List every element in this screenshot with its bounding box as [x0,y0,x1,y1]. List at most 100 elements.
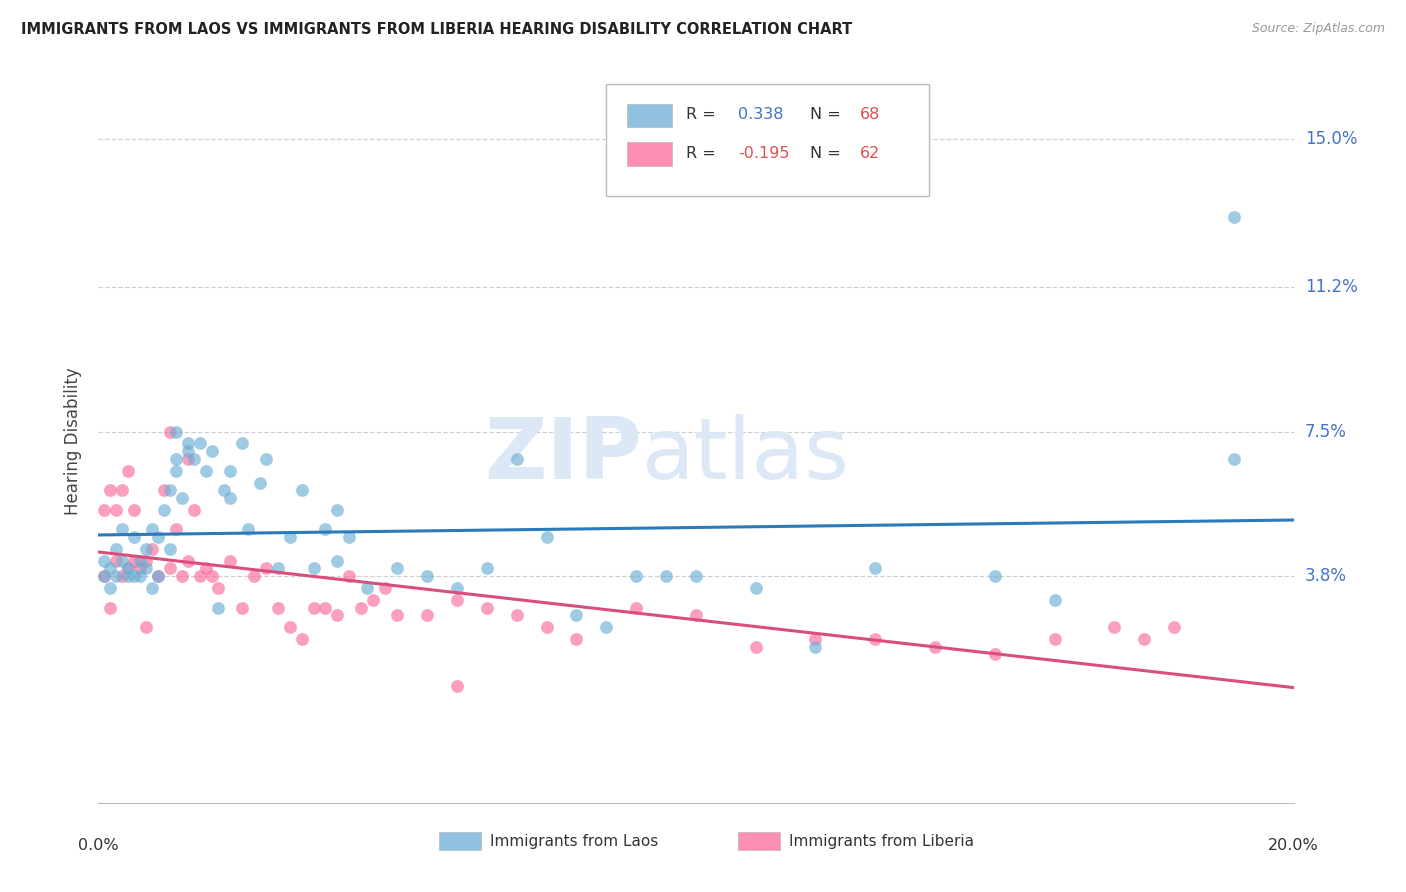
Point [212,483,235,498]
Point [141,541,163,556]
Point [339,530,361,544]
Point [98,581,122,595]
Point [655,569,678,583]
Point [135,541,157,556]
Point [374,581,396,595]
Point [117,464,139,478]
Point [302,561,325,575]
Point [129,561,152,575]
Point [536,620,558,634]
Point [385,561,409,575]
Point [685,569,707,583]
Point [254,452,277,467]
Point [117,561,139,575]
Point [326,554,349,568]
Point [201,444,224,458]
Point [865,561,887,575]
Text: atlas: atlas [643,415,851,498]
Point [302,600,325,615]
Y-axis label: Hearing Disability: Hearing Disability [63,368,82,516]
Point [626,569,648,583]
Point [124,503,146,517]
FancyBboxPatch shape [627,104,672,128]
Point [177,452,200,467]
Point [315,600,337,615]
Point [93,569,115,583]
Text: Immigrants from Laos: Immigrants from Laos [491,834,658,848]
Point [165,523,187,537]
Point [231,436,253,450]
Text: N =: N = [810,107,845,122]
Point [219,491,242,505]
Point [93,554,115,568]
Point [326,503,349,517]
Point [177,436,200,450]
Point [1043,592,1066,607]
Point [98,483,122,498]
Point [278,530,301,544]
Point [506,452,529,467]
Point [195,464,218,478]
Text: IMMIGRANTS FROM LAOS VS IMMIGRANTS FROM LIBERIA HEARING DISABILITY CORRELATION C: IMMIGRANTS FROM LAOS VS IMMIGRANTS FROM … [21,22,852,37]
Point [188,569,211,583]
Point [207,600,229,615]
Point [243,569,266,583]
Point [745,640,768,654]
Text: ZIP: ZIP [485,415,643,498]
Point [93,503,115,517]
Point [177,554,200,568]
Text: 3.8%: 3.8% [1305,567,1347,585]
Point [446,592,468,607]
Point [278,620,301,634]
Point [117,561,139,575]
Point [93,569,115,583]
Point [326,608,349,623]
Point [135,620,157,634]
Text: R =: R = [686,146,721,161]
Point [105,503,128,517]
Point [446,581,468,595]
Point [165,464,187,478]
Point [148,569,170,583]
Point [135,554,157,568]
Point [201,569,224,583]
Point [148,569,170,583]
Point [1104,620,1126,634]
Point [1043,632,1066,646]
Point [356,581,378,595]
Point [165,425,187,439]
Point [565,608,588,623]
Point [188,436,211,450]
Point [475,561,498,575]
Point [565,632,588,646]
Point [117,569,139,583]
Point [219,554,242,568]
Point [350,600,373,615]
FancyBboxPatch shape [439,831,481,850]
Point [984,569,1007,583]
Point [153,503,176,517]
Point [1163,620,1185,634]
Point [111,569,134,583]
Text: N =: N = [810,146,845,161]
Point [207,581,229,595]
Text: 0.0%: 0.0% [79,838,118,853]
FancyBboxPatch shape [627,143,672,166]
Point [98,561,122,575]
Point [291,483,314,498]
Point [105,569,128,583]
Point [177,444,200,458]
Point [153,483,176,498]
Point [385,608,409,623]
Point [129,569,152,583]
Point [745,581,768,595]
Point [183,452,205,467]
Point [595,620,617,634]
Text: -0.195: -0.195 [738,146,789,161]
Point [105,554,128,568]
Point [219,464,242,478]
Point [506,608,529,623]
Point [105,541,128,556]
Point [141,581,163,595]
Text: 0.338: 0.338 [738,107,783,122]
